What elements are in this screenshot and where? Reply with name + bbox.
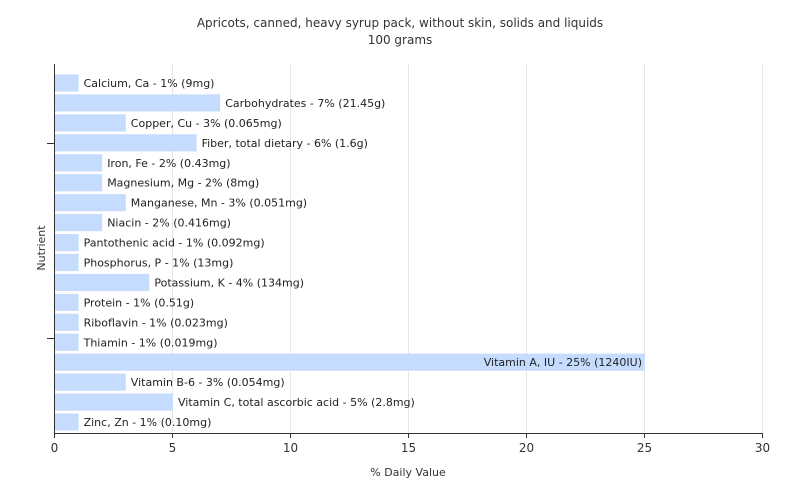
- bar-5: [55, 174, 103, 192]
- bar-label-0: Calcium, Ca - 1% (9mg): [84, 77, 215, 90]
- x-tick-label-0: 0: [51, 441, 59, 455]
- bar-15: [55, 373, 126, 391]
- x-tick-label-10: 10: [283, 441, 298, 455]
- bar-11: [55, 293, 79, 311]
- chart-title: Apricots, canned, heavy syrup pack, with…: [197, 16, 603, 30]
- gridlines: [172, 64, 763, 433]
- y-axis-title: Nutrient: [35, 225, 48, 271]
- axes: 0 5 10 15 20 25 30: [47, 64, 770, 455]
- bar-label-3: Fiber, total dietary - 6% (1.6g): [202, 137, 368, 150]
- x-axis-title: % Daily Value: [370, 466, 446, 479]
- bar-9: [55, 253, 79, 272]
- bar-17: [55, 413, 79, 431]
- x-tick-label-5: 5: [169, 441, 177, 455]
- bar-1: [55, 94, 221, 112]
- bar-label-9: Phosphorus, P - 1% (13mg): [84, 257, 234, 270]
- x-tick-label-30: 30: [755, 441, 770, 455]
- bar-16: [55, 393, 173, 411]
- bar-label-10: Potassium, K - 4% (134mg): [154, 276, 304, 289]
- bar-label-5: Magnesium, Mg - 2% (8mg): [107, 177, 259, 190]
- bar-0: [55, 74, 79, 92]
- x-tick-label-15: 15: [401, 441, 416, 455]
- x-tick-label-20: 20: [519, 441, 534, 455]
- bar-label-11: Protein - 1% (0.51g): [84, 296, 195, 309]
- bar-label-13: Thiamin - 1% (0.019mg): [83, 336, 218, 349]
- bar-6: [55, 194, 126, 212]
- chart-subtitle: 100 grams: [368, 33, 433, 47]
- bar-label-6: Manganese, Mn - 3% (0.051mg): [131, 197, 307, 210]
- bar-10: [55, 273, 150, 292]
- bar-8: [55, 233, 79, 252]
- bar-13: [55, 333, 79, 351]
- bar-3: [55, 134, 197, 152]
- bar-label-12: Riboflavin - 1% (0.023mg): [84, 316, 228, 329]
- bars: Calcium, Ca - 1% (9mg) Carbohydrates - 7%…: [55, 74, 645, 431]
- bar-label-15: Vitamin B-6 - 3% (0.054mg): [131, 376, 285, 389]
- bar-label-1: Carbohydrates - 7% (21.45g): [225, 97, 385, 110]
- bar-label-8: Pantothenic acid - 1% (0.092mg): [84, 237, 265, 250]
- bar-label-7: Niacin - 2% (0.416mg): [107, 217, 231, 230]
- bar-label-16: Vitamin C, total ascorbic acid - 5% (2.8…: [178, 396, 415, 409]
- bar-12: [55, 313, 79, 331]
- bar-label-14: Vitamin A, IU - 25% (1240IU): [484, 356, 642, 369]
- bar-label-2: Copper, Cu - 3% (0.065mg): [131, 117, 282, 130]
- bar-label-17: Zinc, Zn - 1% (0.10mg): [84, 416, 212, 429]
- x-tick-label-25: 25: [637, 441, 652, 455]
- bar-4: [55, 154, 103, 172]
- bar-7: [55, 214, 103, 232]
- bar-14: [55, 353, 645, 371]
- bar-label-4: Iron, Fe - 2% (0.43mg): [107, 157, 230, 170]
- bar-2: [55, 114, 126, 132]
